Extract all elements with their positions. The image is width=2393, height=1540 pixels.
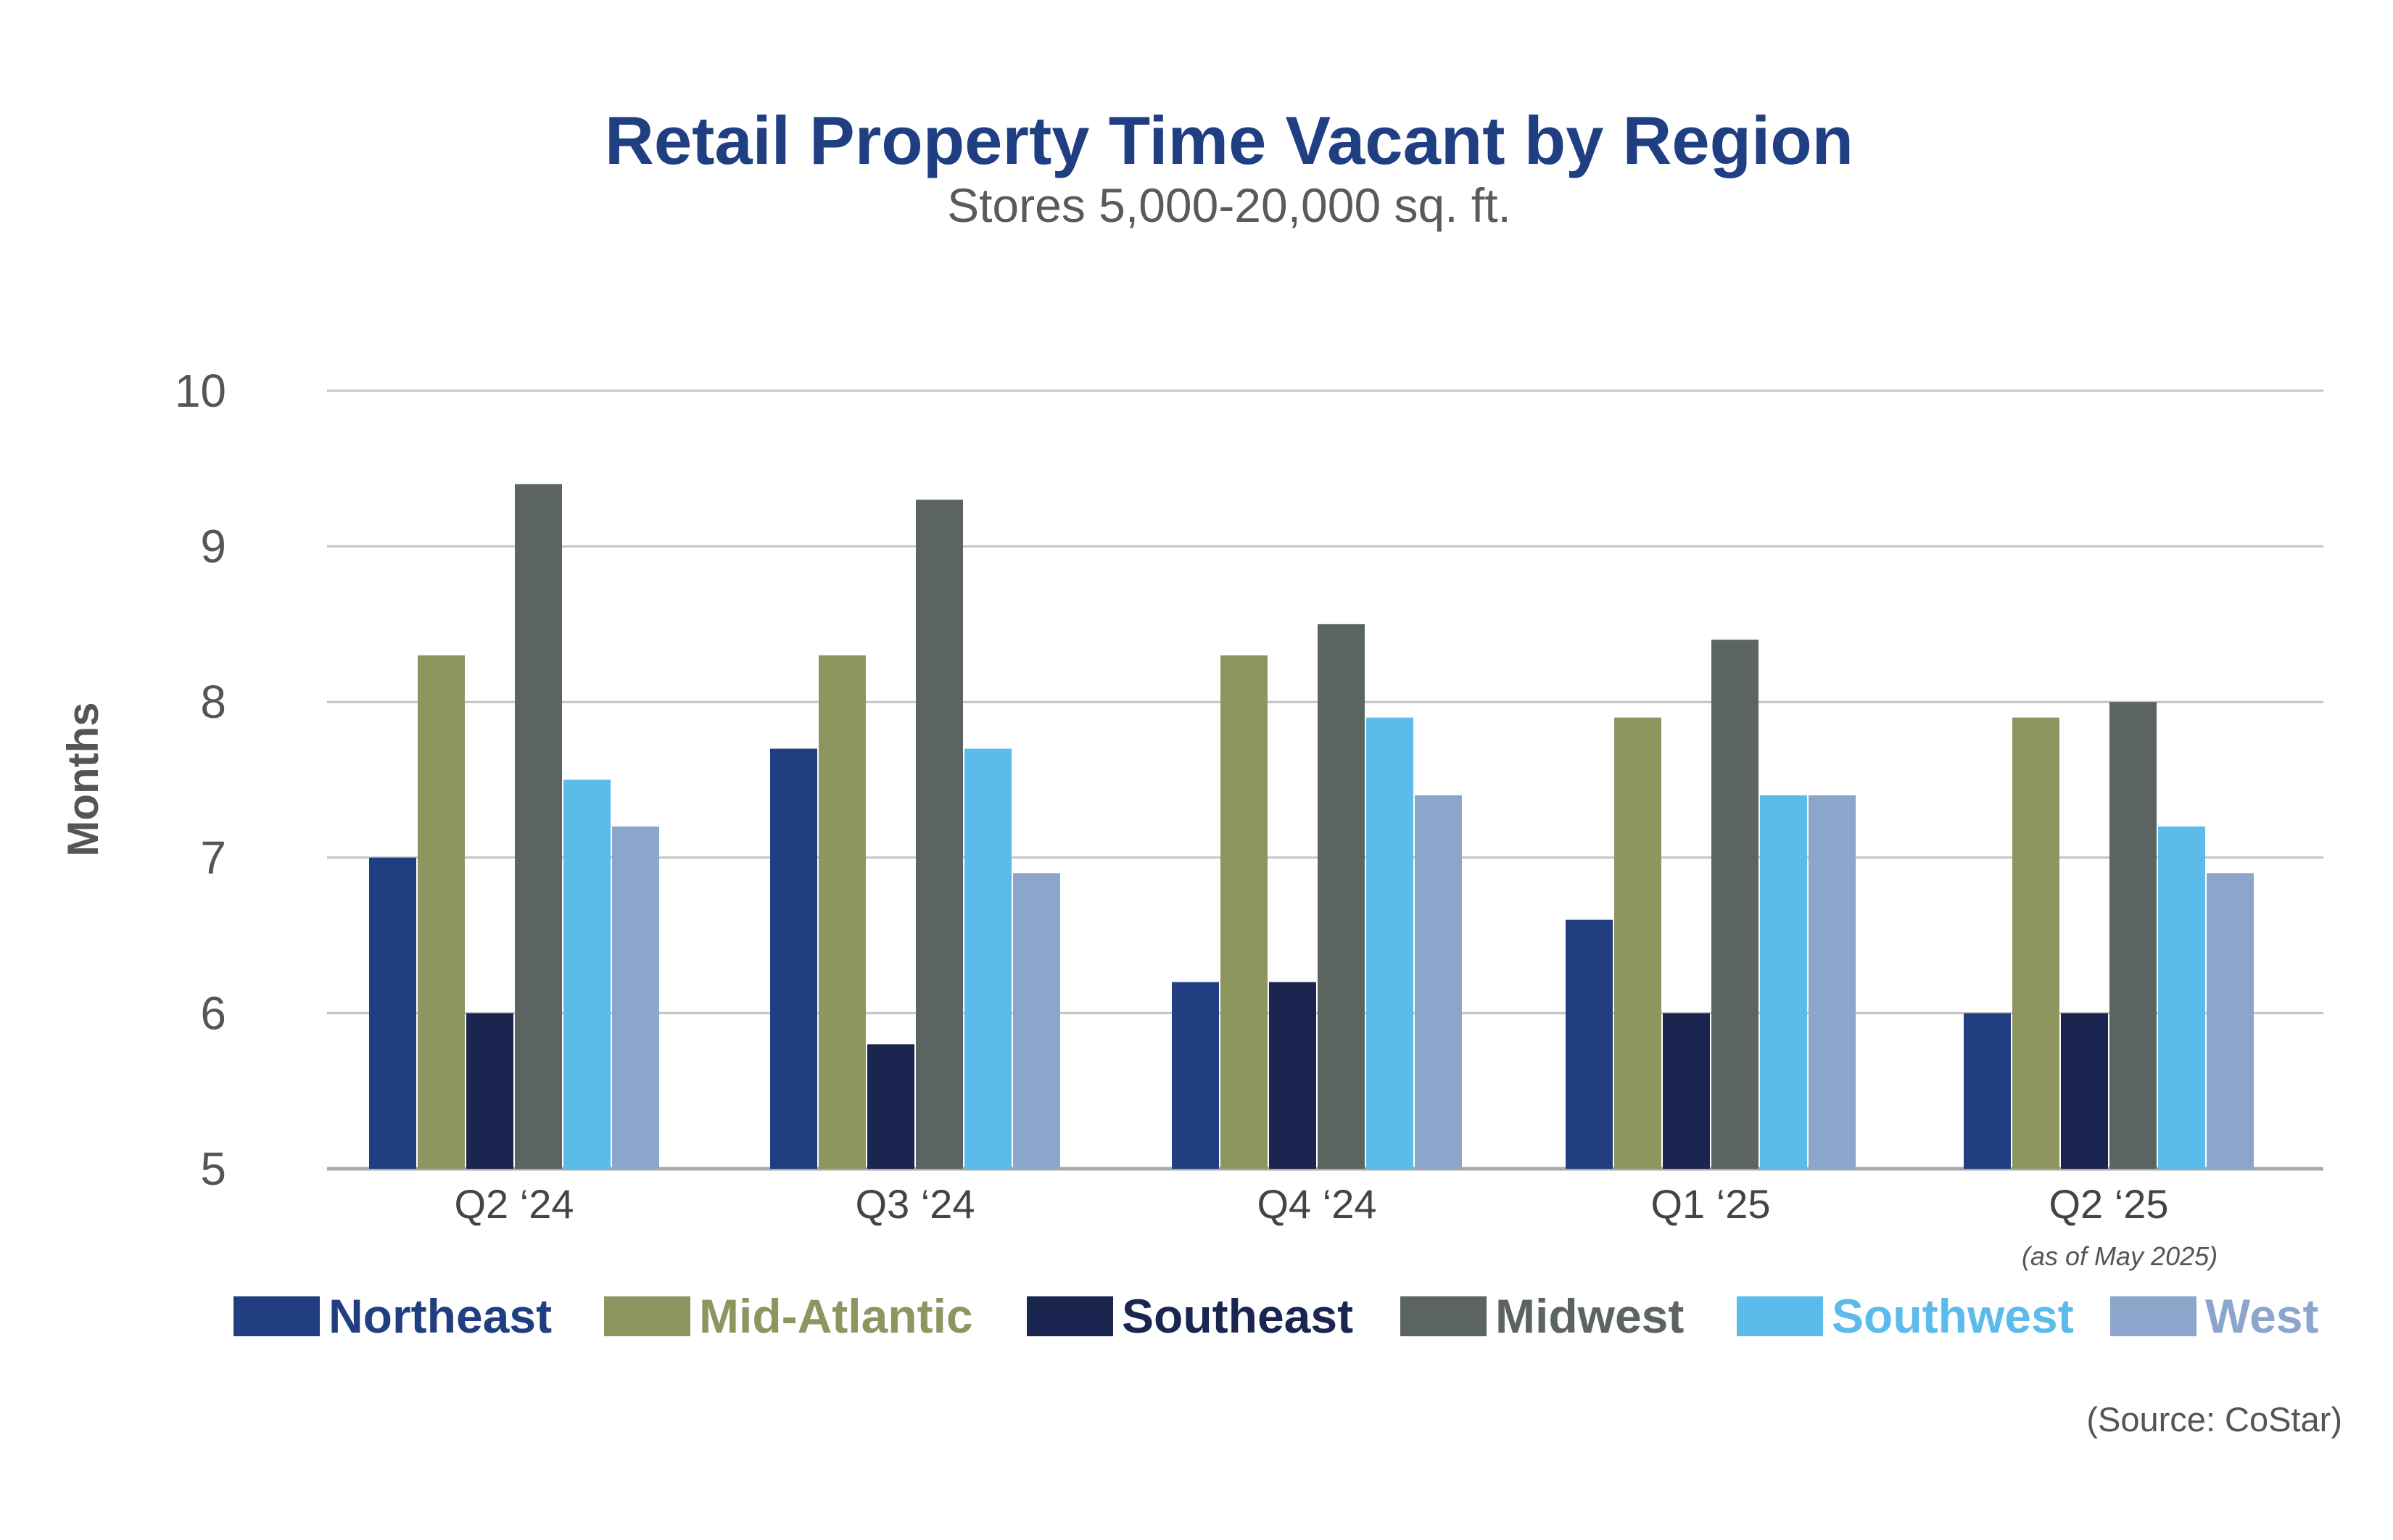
legend-swatch: [604, 1296, 690, 1336]
bar-midwest-0: [515, 484, 562, 1169]
y-axis-label: Months: [59, 702, 107, 856]
bar-southwest-1: [964, 748, 1012, 1169]
bar-west-1: [1013, 873, 1060, 1169]
bar-southeast-4: [2061, 1013, 2108, 1169]
bar-west-4: [2207, 873, 2254, 1169]
bar-southwest-2: [1366, 717, 1413, 1169]
y-tick-label: 7: [200, 832, 226, 884]
legend-swatch: [1737, 1296, 1823, 1336]
legend-item-southeast: Southeast: [1027, 1283, 1353, 1349]
legend-label: Southwest: [1832, 1289, 2074, 1343]
y-tick-label: 9: [200, 521, 226, 573]
legend-item-northeast: Northeast: [233, 1283, 552, 1349]
legend-item-southwest: Southwest: [1737, 1283, 2074, 1349]
bar-northeast-3: [1566, 919, 1613, 1169]
bar-southeast-3: [1663, 1013, 1710, 1169]
bar-midwest-4: [2109, 702, 2157, 1169]
bar-mid-atlantic-4: [2012, 717, 2059, 1169]
x-tick-label: Q2 ‘24: [455, 1181, 574, 1227]
bar-mid-atlantic-0: [418, 655, 465, 1169]
chart-subtitle: Stores 5,000-20,000 sq. ft.: [947, 178, 1511, 232]
bar-southeast-2: [1269, 982, 1316, 1169]
category-note: (as of May 2025): [2022, 1241, 2218, 1271]
bar-southeast-1: [867, 1044, 914, 1169]
x-tick-label: Q2 ‘25: [2049, 1181, 2169, 1227]
legend-label: West: [2205, 1289, 2319, 1343]
chart-title: Retail Property Time Vacant by Region: [604, 102, 1854, 178]
legend-item-mid-atlantic: Mid-Atlantic: [604, 1283, 973, 1349]
bar-west-3: [1809, 795, 1856, 1169]
bar-southwest-3: [1760, 795, 1807, 1169]
y-tick-label: 8: [200, 676, 226, 728]
legend-label: Midwest: [1495, 1289, 1685, 1343]
y-tick-label: 6: [200, 987, 226, 1039]
bar-west-2: [1415, 795, 1462, 1169]
bar-midwest-2: [1318, 624, 1365, 1169]
bar-northeast-1: [770, 748, 817, 1169]
legend-label: Southeast: [1122, 1289, 1354, 1343]
bar-west-0: [612, 826, 659, 1169]
bar-southwest-4: [2158, 826, 2205, 1169]
source-note: (Source: CoStar): [2086, 1400, 2342, 1438]
legend: Northeast Mid-Atlantic Southeast Midwest Sou…: [233, 1283, 2336, 1349]
legend-swatch: [1027, 1296, 1113, 1336]
legend-item-west: West: [2110, 1283, 2319, 1349]
bar-mid-atlantic-1: [819, 655, 866, 1169]
bar-mid-atlantic-3: [1614, 717, 1661, 1169]
legend-label: Mid-Atlantic: [699, 1289, 973, 1343]
legend-label: Northeast: [328, 1289, 553, 1343]
x-tick-label: Q4 ‘24: [1257, 1181, 1377, 1227]
legend-item-midwest: Midwest: [1400, 1283, 1684, 1349]
bar-southwest-0: [563, 779, 611, 1169]
bar-midwest-3: [1711, 639, 1758, 1169]
bar-midwest-1: [916, 500, 963, 1169]
bar-northeast-2: [1172, 982, 1219, 1169]
bar-southeast-0: [466, 1013, 513, 1169]
legend-swatch: [1400, 1296, 1487, 1336]
y-tick-label: 10: [175, 365, 226, 417]
bar-mid-atlantic-2: [1220, 655, 1268, 1169]
bar-northeast-0: [369, 857, 416, 1169]
legend-swatch: [2110, 1296, 2196, 1336]
y-tick-label: 5: [200, 1143, 226, 1195]
x-tick-label: Q3 ‘24: [856, 1181, 975, 1227]
x-tick-label: Q1 ‘25: [1651, 1181, 1771, 1227]
legend-swatch: [233, 1296, 320, 1336]
bar-northeast-4: [1964, 1013, 2011, 1169]
